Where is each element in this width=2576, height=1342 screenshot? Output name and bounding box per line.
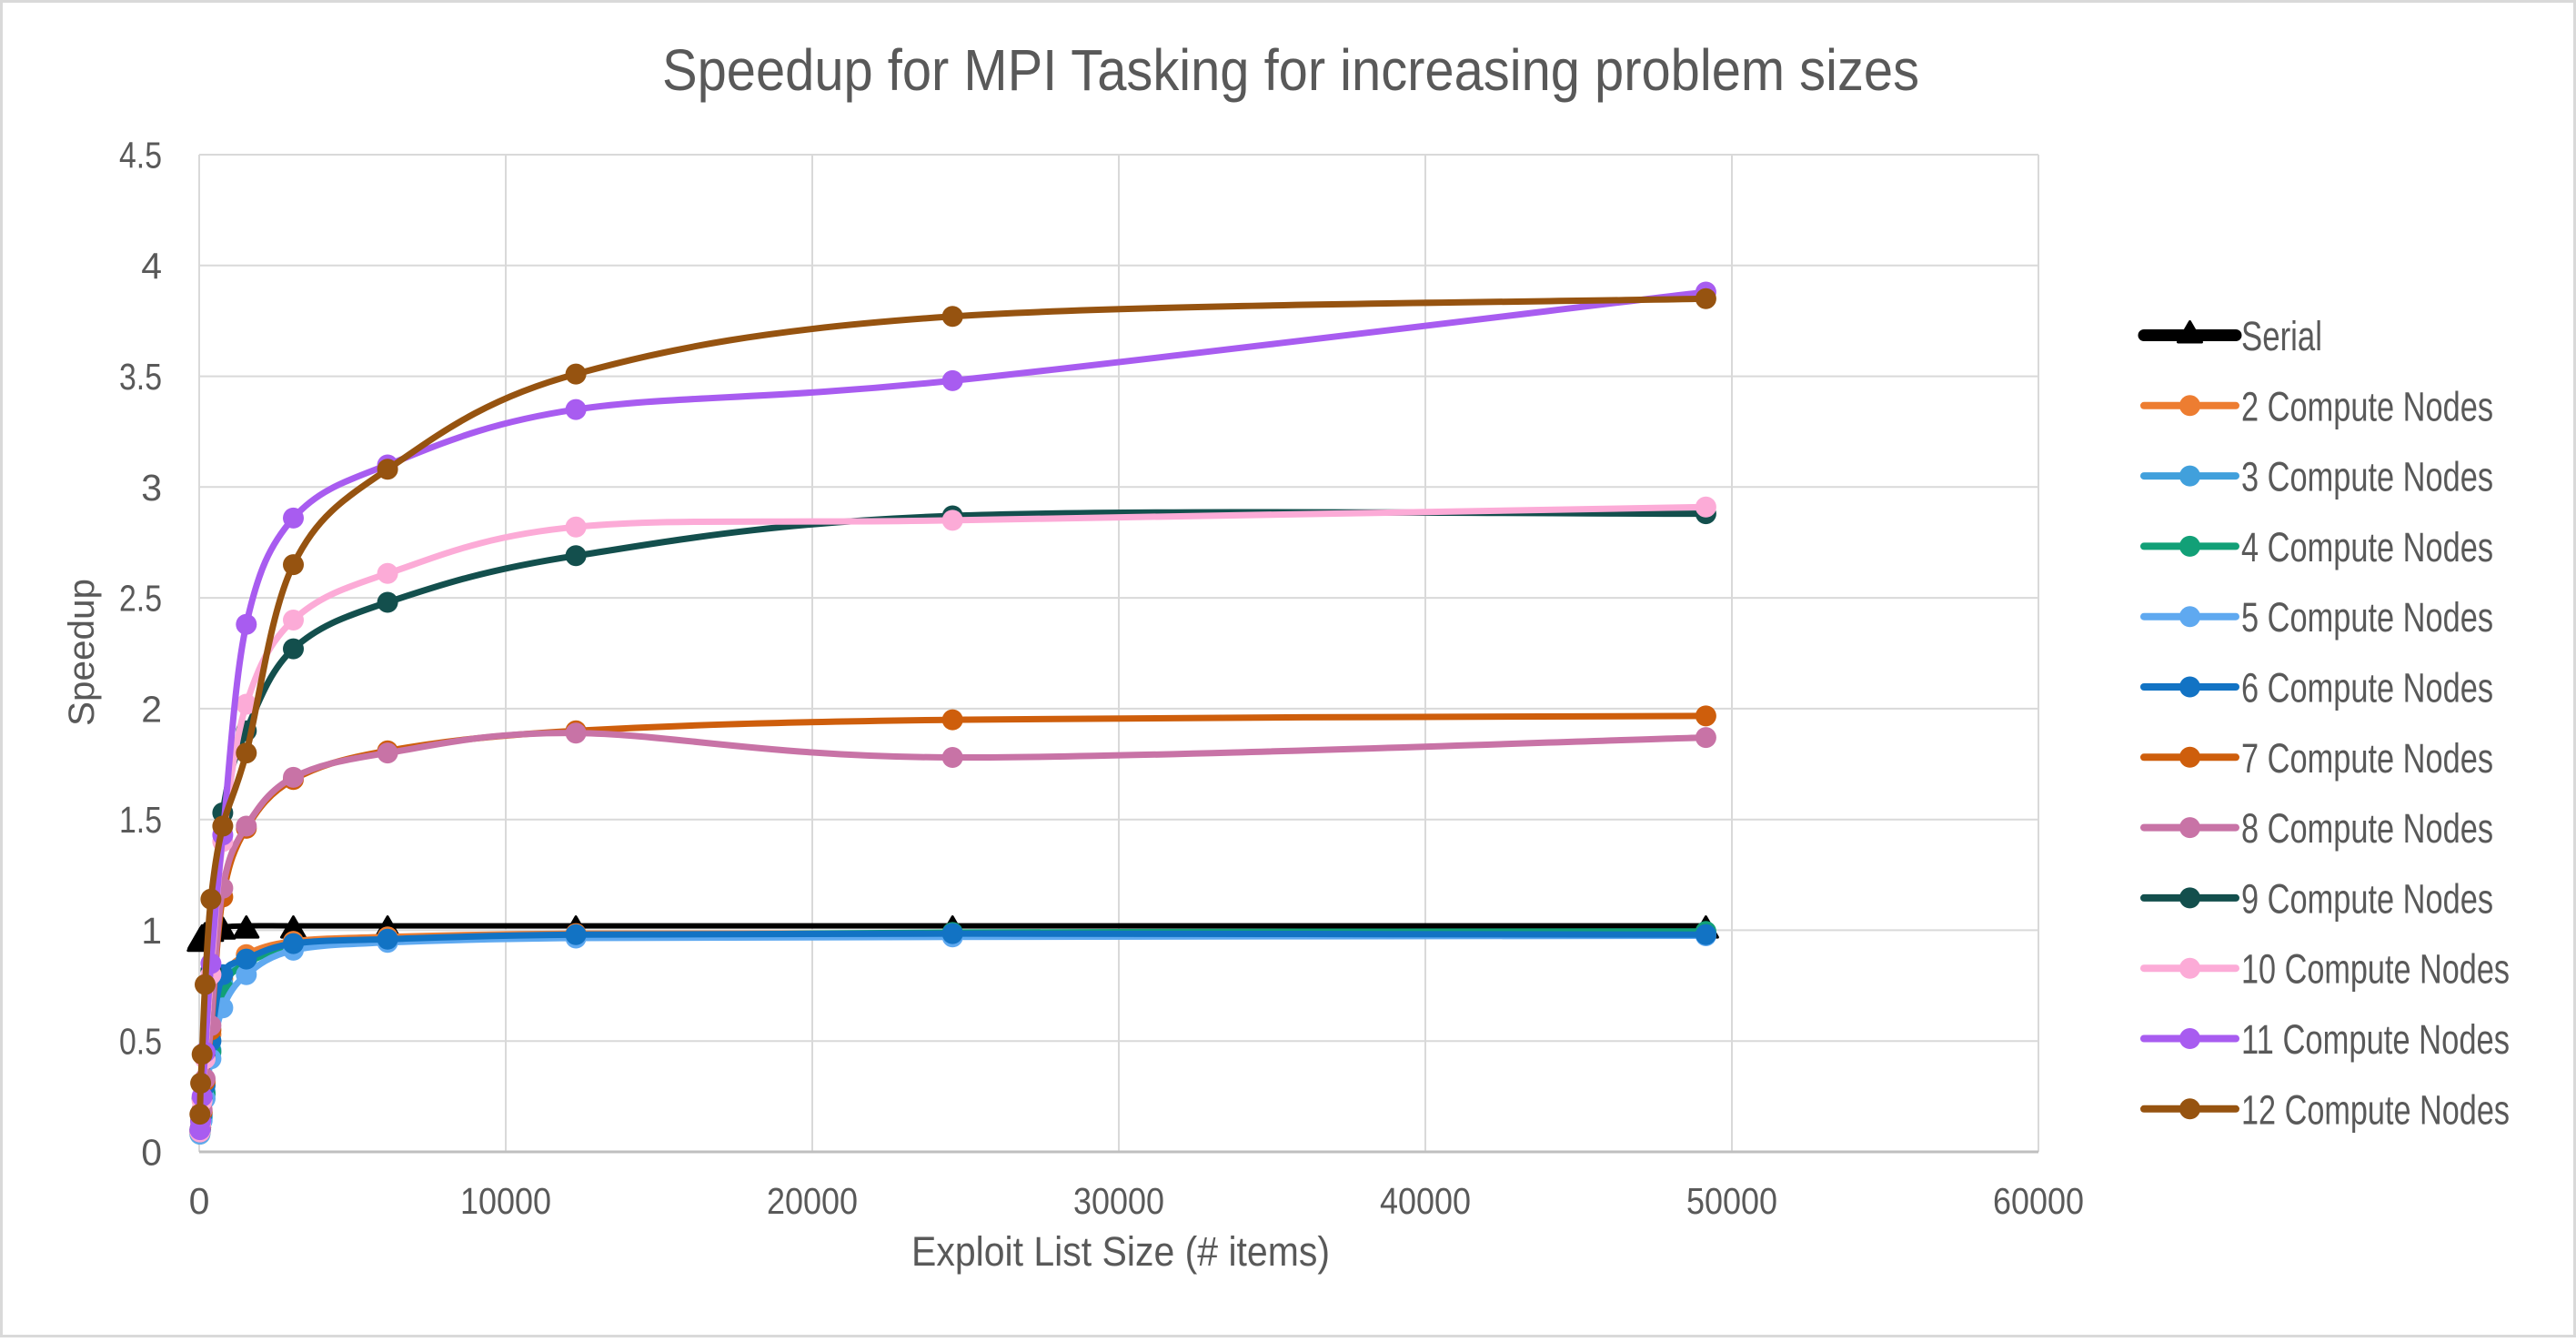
svg-text:20000: 20000	[767, 1180, 858, 1222]
svg-text:4.5: 4.5	[119, 135, 162, 177]
svg-text:4: 4	[141, 245, 162, 287]
svg-text:50000: 50000	[1686, 1180, 1777, 1222]
svg-text:1: 1	[141, 910, 162, 952]
svg-text:30000: 30000	[1073, 1180, 1164, 1222]
svg-text:12 Compute Nodes: 12 Compute Nodes	[2241, 1086, 2510, 1133]
svg-text:60000: 60000	[1993, 1180, 2084, 1222]
svg-text:2.5: 2.5	[119, 578, 162, 620]
svg-text:3: 3	[141, 467, 162, 509]
svg-text:2: 2	[141, 688, 162, 730]
svg-text:10 Compute Nodes: 10 Compute Nodes	[2241, 946, 2510, 993]
svg-text:Speedup for MPI Tasking for in: Speedup for MPI Tasking for increasing p…	[662, 37, 1919, 103]
svg-text:8 Compute Nodes: 8 Compute Nodes	[2241, 805, 2493, 852]
svg-text:3 Compute Nodes: 3 Compute Nodes	[2241, 454, 2493, 500]
svg-text:0: 0	[141, 1132, 162, 1174]
svg-text:40000: 40000	[1380, 1180, 1471, 1222]
svg-text:7 Compute Nodes: 7 Compute Nodes	[2241, 735, 2493, 782]
svg-text:5 Compute Nodes: 5 Compute Nodes	[2241, 594, 2493, 641]
svg-text:6 Compute Nodes: 6 Compute Nodes	[2241, 665, 2493, 711]
svg-text:1.5: 1.5	[119, 799, 162, 841]
svg-text:9 Compute Nodes: 9 Compute Nodes	[2241, 875, 2493, 922]
svg-text:3.5: 3.5	[119, 356, 162, 398]
svg-text:11 Compute Nodes: 11 Compute Nodes	[2241, 1016, 2510, 1063]
svg-text:2 Compute Nodes: 2 Compute Nodes	[2241, 383, 2493, 429]
svg-text:0.5: 0.5	[119, 1021, 162, 1063]
svg-text:Exploit List Size (# items): Exploit List Size (# items)	[911, 1228, 1330, 1275]
svg-text:4 Compute Nodes: 4 Compute Nodes	[2241, 524, 2493, 570]
svg-text:10000: 10000	[460, 1180, 551, 1222]
svg-text:Speedup: Speedup	[62, 579, 102, 726]
svg-text:0: 0	[189, 1180, 210, 1222]
svg-text:Serial: Serial	[2241, 313, 2322, 359]
